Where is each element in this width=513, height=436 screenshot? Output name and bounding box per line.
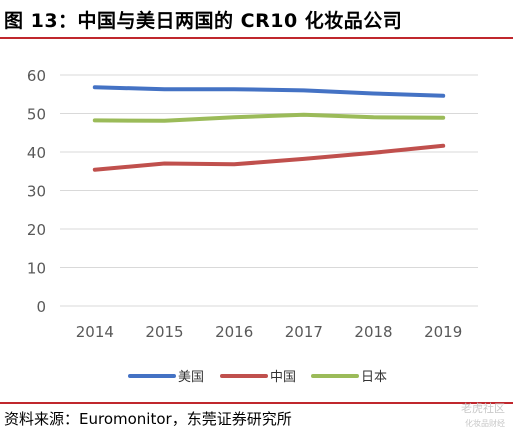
y-tick-label: 10	[27, 260, 46, 278]
source-note: 资料来源：Euromonitor，东莞证券研究所	[4, 410, 292, 428]
series-line-0	[92, 85, 446, 98]
figure-title: 图 13：中国与美日两国的 CR10 化妆品公司	[4, 10, 403, 32]
legend-label-2: 日本	[361, 370, 387, 385]
y-axis-ticks: 0 10 20 30 40 50 60	[27, 67, 46, 316]
watermark: 老虎社区 化妆品财经	[461, 400, 505, 428]
x-tick-label: 2016	[215, 323, 253, 341]
series-line-1	[92, 143, 446, 172]
x-tick-label: 2019	[424, 323, 462, 341]
y-tick-label: 0	[36, 298, 46, 316]
y-tick-label: 60	[27, 67, 46, 85]
series-lines	[92, 85, 446, 172]
line-chart: 0 10 20 30 40 50 60 2014 2015 2016 2017 2018 2019 美…	[27, 67, 478, 385]
y-tick-label: 40	[27, 144, 46, 162]
x-tick-label: 2017	[285, 323, 323, 341]
source-rule	[0, 402, 513, 404]
watermark-sub: 化妆品财经	[465, 419, 505, 428]
legend-label-0: 美国	[178, 370, 204, 385]
watermark-text: 老虎社区	[461, 402, 505, 415]
x-tick-label: 2014	[76, 323, 114, 341]
legend: 美国 中国 日本	[128, 370, 387, 385]
x-tick-label: 2018	[354, 323, 392, 341]
y-tick-label: 30	[27, 183, 46, 201]
legend-label-1: 中国	[270, 370, 296, 385]
title-rule	[0, 37, 513, 39]
x-axis-ticks: 2014 2015 2016 2017 2018 2019	[76, 323, 463, 341]
x-tick-label: 2015	[145, 323, 183, 341]
series-line-2	[92, 112, 446, 123]
y-tick-label: 20	[27, 221, 46, 239]
grid-lines	[60, 74, 478, 307]
y-tick-label: 50	[27, 106, 46, 124]
